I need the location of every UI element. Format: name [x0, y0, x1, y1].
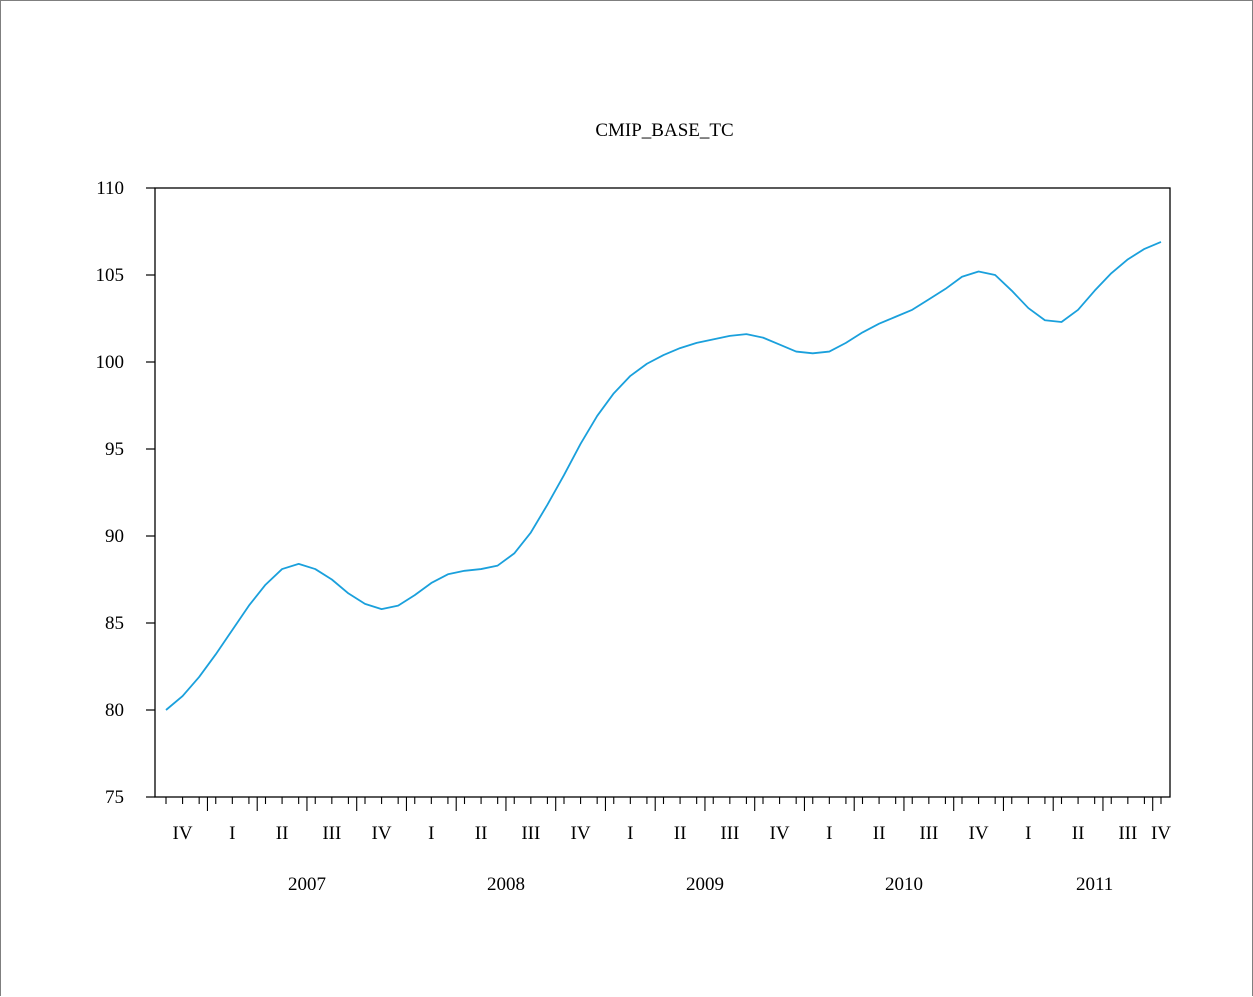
x-year-label: 2011 [1076, 874, 1113, 895]
x-year-label: 2008 [487, 874, 525, 895]
x-year-label: 2007 [288, 874, 326, 895]
y-tick-label: 95 [105, 439, 124, 460]
x-quarter-label: IV [372, 823, 392, 844]
x-quarter-label: IV [969, 823, 989, 844]
y-tick-label: 100 [96, 352, 125, 373]
x-quarter-label: II [674, 823, 687, 844]
x-quarter-label: I [428, 823, 434, 844]
y-tick-label: 80 [105, 700, 124, 721]
series-layer [165, 241, 1162, 711]
x-quarter-label: I [229, 823, 235, 844]
x-year-label: 2009 [686, 874, 724, 895]
x-quarter-label: I [1025, 823, 1031, 844]
x-quarter-label: I [627, 823, 633, 844]
x-quarter-label: II [475, 823, 488, 844]
series-line [165, 241, 1162, 711]
x-quarter-label: IV [770, 823, 790, 844]
y-axis: 75 80 85 90 95 100 105 110 [96, 178, 155, 808]
x-quarter-label: III [1118, 823, 1137, 844]
chart-title: CMIP_BASE_TC [595, 120, 733, 141]
x-quarter-label: IV [173, 823, 193, 844]
x-quarter-label: II [276, 823, 289, 844]
y-tick-label: 110 [96, 178, 124, 199]
x-quarter-label: III [521, 823, 540, 844]
x-quarter-label: III [720, 823, 739, 844]
x-axis: IV I II III IV I II III IV I II III IV I II III IV I II III… [165, 797, 1171, 895]
x-quarter-label: IV [571, 823, 591, 844]
y-tick-label: 90 [105, 526, 124, 547]
x-quarter-label: III [322, 823, 341, 844]
y-tick-label: 75 [105, 787, 124, 808]
x-year-label: 2010 [885, 874, 923, 895]
y-tick-label: 105 [96, 265, 125, 286]
y-tick-label: 85 [105, 613, 124, 634]
x-quarter-label: IV [1151, 823, 1171, 844]
x-quarter-label: II [873, 823, 886, 844]
x-quarter-label: III [919, 823, 938, 844]
x-quarter-label: I [826, 823, 832, 844]
plot-area-border [154, 187, 1171, 798]
x-quarter-label: II [1072, 823, 1085, 844]
